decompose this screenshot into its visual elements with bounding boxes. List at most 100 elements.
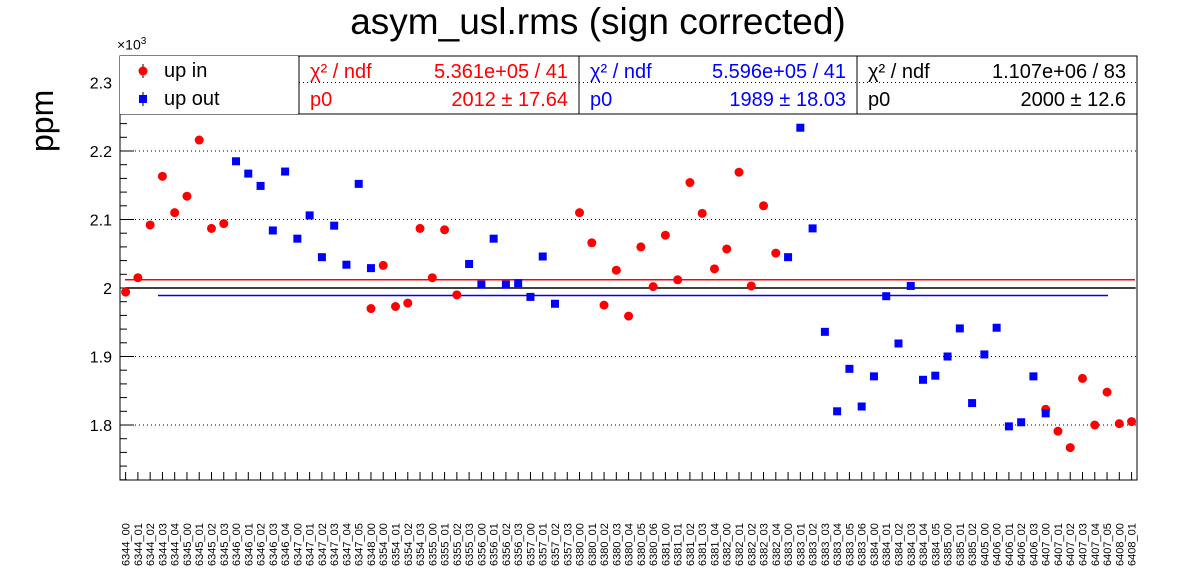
data-point-up-out <box>317 253 326 262</box>
data-point-up-out <box>232 157 241 166</box>
data-point-up-out <box>882 292 891 301</box>
data-point-up-in <box>636 242 646 252</box>
x-tick-label: 6381_01 <box>673 523 685 566</box>
x-tick-label: 6407_03 <box>1078 523 1090 566</box>
x-tick-label: 6406_01 <box>1004 523 1016 566</box>
p0-value: 2012 ± 17.64 <box>451 89 568 111</box>
data-point-up-in <box>121 287 131 297</box>
x-tick-label: 6385_00 <box>943 523 955 566</box>
x-tick-label: 6408_00 <box>1114 523 1126 566</box>
x-tick-label: 6381_04 <box>709 523 721 566</box>
data-point-up-in <box>599 300 609 310</box>
x-tick-label: 6383_03 <box>820 523 832 566</box>
x-tick-label: 6383_00 <box>783 523 795 566</box>
data-point-up-out <box>244 169 253 178</box>
x-tick-label: 6354_03 <box>415 523 427 566</box>
x-tick-label: 6383_04 <box>832 523 844 566</box>
data-point-up-out <box>980 350 989 359</box>
x-tick-label: 6345_00 <box>182 523 194 566</box>
data-point-up-out <box>919 375 928 384</box>
data-point-up-in <box>1078 373 1088 383</box>
data-point-up-in <box>587 238 597 248</box>
data-point-up-in <box>722 244 732 254</box>
chi2-value: 1.107e+06 / 83 <box>991 61 1126 83</box>
x-tick-label: 6407_02 <box>1065 523 1077 566</box>
fit-chi2-row: χ² / ndf 5.596e+05 / 41 <box>590 58 846 86</box>
x-tick-label: 6381_03 <box>697 523 709 566</box>
y-tick-label: 2.1 <box>90 213 112 230</box>
x-tick-label: 6347_05 <box>354 523 366 566</box>
x-tick-label: 6381_02 <box>685 523 697 566</box>
data-point-up-in <box>403 298 413 308</box>
legend-marker-circle <box>138 64 148 78</box>
x-tick-label: 6384_04 <box>918 523 930 566</box>
data-point-up-out <box>281 167 290 176</box>
y-multiplier-base: ×10 <box>117 36 141 53</box>
data-point-up-in <box>427 273 437 283</box>
data-point-up-out <box>1017 418 1026 427</box>
data-point-up-in <box>440 225 450 235</box>
data-point-up-out <box>293 234 302 243</box>
data-point-up-out <box>550 299 559 308</box>
y-tick-label: 1.9 <box>90 350 112 367</box>
legend-marker-square <box>139 92 147 106</box>
x-tick-label: 6346_02 <box>256 523 268 566</box>
data-point-up-out <box>857 402 866 411</box>
x-tick-label: 6346_03 <box>268 523 280 566</box>
x-tick-label: 6380_02 <box>599 523 611 566</box>
x-tick-label: 6380_05 <box>636 523 648 566</box>
data-point-up-out <box>366 264 375 273</box>
x-tick-label: 6384_01 <box>881 523 893 566</box>
data-point-up-out <box>489 234 498 243</box>
p0-label: p0 <box>310 89 333 111</box>
data-point-up-in <box>1053 426 1063 436</box>
fit-p0-row: p0 1989 ± 18.03 <box>590 86 846 114</box>
x-tick-label: 6406_02 <box>1016 523 1028 566</box>
x-tick-label: 6380_00 <box>575 523 587 566</box>
data-point-up-out <box>808 224 817 233</box>
x-tick-label: 6355_02 <box>452 523 464 566</box>
fit-chi2-row: χ² / ndf 5.361e+05 / 41 <box>310 58 568 86</box>
x-tick-label: 6356_00 <box>476 523 488 566</box>
data-point-up-in <box>157 171 167 181</box>
data-point-up-in <box>366 304 376 314</box>
x-tick-label: 6344_01 <box>133 523 145 566</box>
data-point-up-in <box>194 135 204 145</box>
y-axis-multiplier: ×103 <box>117 36 146 53</box>
x-tick-label: 6348_00 <box>366 523 378 566</box>
x-tick-label: 6380_06 <box>648 523 660 566</box>
data-point-up-out <box>955 324 964 333</box>
data-point-up-out <box>268 226 277 235</box>
p0-value: 1989 ± 18.03 <box>729 89 846 111</box>
fit-stats-combined: χ² / ndf 1.107e+06 / 83 p0 2000 ± 12.6 <box>858 56 1136 114</box>
data-point-up-in <box>206 223 216 233</box>
data-point-up-in <box>1102 387 1112 397</box>
data-point-up-out <box>465 260 474 269</box>
x-tick-label: 6382_04 <box>771 523 783 566</box>
fit-p0-row: p0 2012 ± 17.64 <box>310 86 568 114</box>
x-tick-label: 6354_02 <box>403 523 415 566</box>
x-tick-label: 6354_01 <box>391 523 403 566</box>
y-tick-label: 1.8 <box>90 418 112 435</box>
x-tick-label: 6406_03 <box>1028 523 1040 566</box>
p0-label: p0 <box>590 89 613 111</box>
x-tick-label: 6384_00 <box>869 523 881 566</box>
data-point-up-out <box>501 280 510 289</box>
fit-stats-up-out: χ² / ndf 5.596e+05 / 41 p0 1989 ± 18.03 <box>580 56 856 114</box>
data-point-up-out <box>305 211 314 220</box>
chart-title: asym_usl.rms (sign corrected) <box>350 1 846 42</box>
data-point-up-out <box>968 399 977 408</box>
y-tick-label: 2 <box>103 281 112 298</box>
chi2-label: χ² / ndf <box>310 61 372 83</box>
data-point-up-in <box>771 248 781 258</box>
x-tick-label: 6357_02 <box>550 523 562 566</box>
data-point-up-out <box>477 280 486 289</box>
x-tick-label: 6346_01 <box>243 523 255 566</box>
x-tick-label: 6357_01 <box>538 523 550 566</box>
data-point-up-out <box>1041 409 1050 418</box>
data-point-up-out <box>538 252 547 261</box>
x-tick-label: 6382_00 <box>722 523 734 566</box>
data-point-up-in <box>709 264 719 274</box>
x-tick-label: 6380_01 <box>587 523 599 566</box>
chi2-label: χ² / ndf <box>590 61 652 83</box>
